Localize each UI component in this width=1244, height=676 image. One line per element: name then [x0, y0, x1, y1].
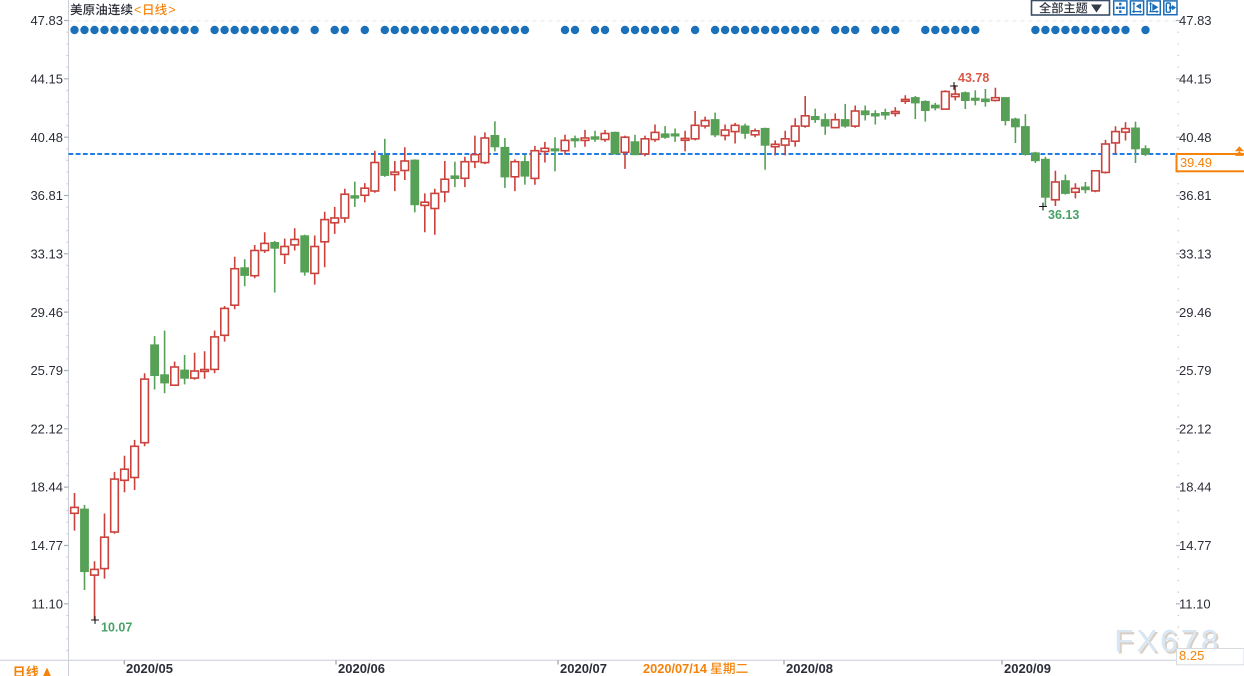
svg-text:10.07: 10.07 — [101, 621, 132, 635]
svg-text:36.81: 36.81 — [30, 188, 63, 203]
svg-text:11.10: 11.10 — [31, 596, 63, 611]
svg-text:2020/06: 2020/06 — [338, 661, 385, 676]
svg-text:43.78: 43.78 — [958, 71, 989, 85]
svg-text:33.13: 33.13 — [1179, 246, 1212, 261]
svg-text:2020/05: 2020/05 — [126, 661, 173, 676]
svg-text:14.77: 14.77 — [1179, 538, 1212, 553]
svg-text:47.83: 47.83 — [30, 13, 63, 28]
svg-text:44.15: 44.15 — [1179, 71, 1212, 86]
svg-text:25.79: 25.79 — [30, 363, 63, 378]
svg-text:8.25: 8.25 — [1179, 648, 1204, 663]
svg-text:2020/07: 2020/07 — [560, 661, 607, 676]
svg-text:40.48: 40.48 — [1179, 130, 1212, 145]
svg-text:14.77: 14.77 — [30, 538, 63, 553]
svg-text:36.81: 36.81 — [1179, 188, 1212, 203]
svg-text:18.44: 18.44 — [30, 480, 63, 495]
svg-text:39.49: 39.49 — [1180, 155, 1212, 170]
svg-text:18.44: 18.44 — [1179, 480, 1212, 495]
svg-text:25.79: 25.79 — [1179, 363, 1212, 378]
svg-text:>: > — [168, 3, 175, 17]
svg-text:29.46: 29.46 — [1179, 305, 1212, 320]
svg-text:2020/09: 2020/09 — [1004, 661, 1051, 676]
svg-text:2020/07/14: 2020/07/14 — [643, 661, 708, 676]
svg-text:11.10: 11.10 — [1179, 596, 1211, 611]
svg-text:36.13: 36.13 — [1048, 208, 1079, 222]
svg-text:44.15: 44.15 — [30, 71, 63, 86]
svg-text:33.13: 33.13 — [30, 246, 63, 261]
svg-text:29.46: 29.46 — [30, 305, 63, 320]
svg-text:47.83: 47.83 — [1179, 13, 1212, 28]
svg-text:22.12: 22.12 — [30, 421, 63, 436]
svg-text:40.48: 40.48 — [30, 130, 63, 145]
svg-text:<: < — [134, 3, 141, 17]
svg-text:22.12: 22.12 — [1179, 421, 1212, 436]
svg-text:2020/08: 2020/08 — [786, 661, 833, 676]
